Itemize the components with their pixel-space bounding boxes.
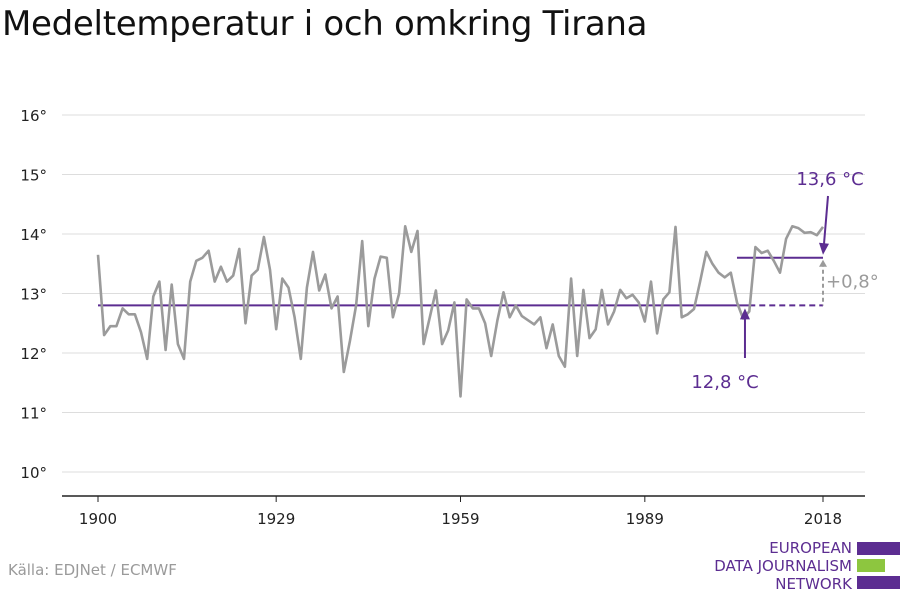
logo-text-line: NETWORK — [775, 575, 852, 593]
y-tick-label: 10° — [20, 464, 47, 482]
y-tick-label: 15° — [20, 167, 47, 185]
gridlines — [62, 114, 865, 473]
x-axis: 1900 1929 1959 1989 2018 — [62, 495, 865, 528]
y-tick-label: 14° — [20, 226, 47, 244]
recent-mean-label: 13,6 °C — [796, 169, 863, 190]
series-layer — [96, 225, 825, 398]
y-tick-label: 12° — [20, 345, 47, 363]
difference-arrowhead — [819, 259, 827, 267]
recent-annotation-arrowhead — [819, 242, 829, 255]
baseline-annotation-arrowhead — [739, 308, 750, 320]
x-tick-label: 2018 — [804, 510, 842, 528]
temperature-series-line — [96, 225, 825, 398]
chart-title: Medeltemperatur i och omkring Tirana — [2, 4, 648, 44]
x-tick-label: 1900 — [79, 510, 117, 528]
logo-text-line: EUROPEAN — [769, 539, 852, 557]
y-axis-tick-labels: 10° 11° 12° 13° 14° 15° 16° — [20, 107, 47, 482]
y-tick-label: 16° — [20, 107, 47, 125]
x-tick-label: 1959 — [441, 510, 479, 528]
difference-label: +0,8° — [826, 272, 879, 293]
logo-bar-purple — [857, 542, 900, 555]
logo-bar-purple — [857, 576, 900, 589]
baseline-label: 12,8 °C — [691, 372, 758, 393]
edjnet-logo[interactable]: EUROPEAN DATA JOURNALISM NETWORK — [700, 538, 900, 598]
y-tick-label: 11° — [20, 405, 47, 423]
logo-bar-green — [857, 559, 885, 572]
annotations: +0,8° 12,8 °C 13,6 °C — [691, 169, 878, 393]
x-tick-label: 1929 — [257, 510, 295, 528]
y-tick-label: 13° — [20, 286, 47, 304]
source-note: Källa: EDJNet / ECMWF — [8, 561, 177, 579]
x-tick-label: 1989 — [626, 510, 664, 528]
recent-annotation-arrow — [823, 195, 829, 244]
logo-text-line: DATA JOURNALISM — [714, 557, 852, 575]
